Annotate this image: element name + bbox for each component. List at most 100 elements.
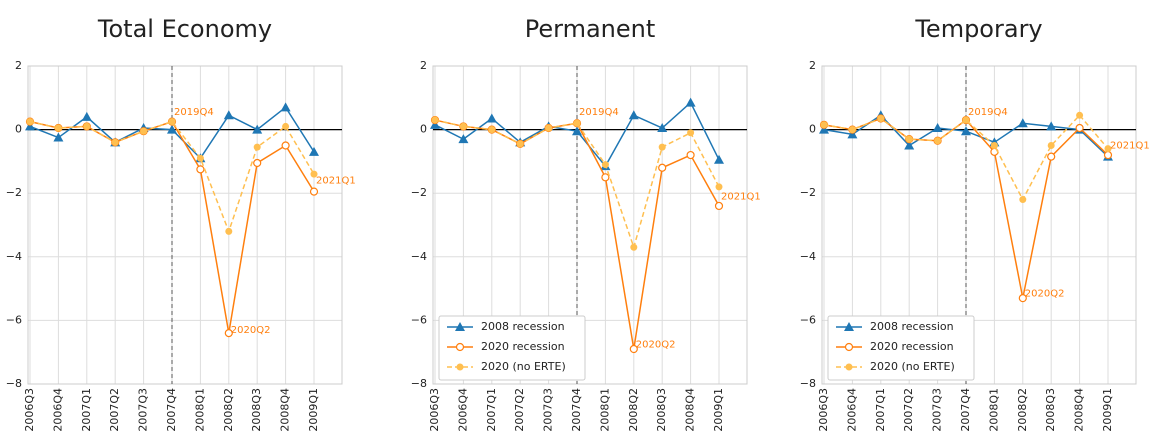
x-tick-label: 2007Q2 — [902, 388, 915, 432]
marker — [687, 129, 695, 137]
marker — [253, 158, 262, 168]
marker — [486, 113, 497, 123]
marker — [848, 126, 856, 134]
marker — [1017, 118, 1028, 128]
series-line — [29, 120, 315, 234]
x-tick-label: 2009Q1 — [307, 388, 320, 432]
x-tick-label: 2007Q4 — [959, 388, 972, 432]
marker — [845, 363, 853, 371]
legend-label: 2020 (no ERTE) — [481, 360, 566, 373]
plot-frame — [27, 65, 343, 385]
y-tick-label: −6 — [411, 313, 427, 326]
series-line — [434, 119, 720, 250]
legend-label: 2020 recession — [481, 340, 565, 353]
marker — [53, 132, 64, 142]
legend-box — [438, 315, 586, 381]
marker — [904, 140, 915, 150]
y-tick-label: 2 — [15, 59, 22, 72]
y-tick-label: −4 — [6, 250, 22, 263]
chart-title: Permanent — [525, 15, 656, 43]
legend-label: 2008 recession — [481, 320, 565, 333]
x-tick-label: 2007Q2 — [108, 388, 121, 432]
y-tick-label: −4 — [411, 250, 427, 263]
x-tick-label: 2008Q4 — [684, 388, 697, 432]
annotation: 2020Q2 — [636, 339, 676, 350]
marker — [714, 154, 724, 164]
y-tick-label: −2 — [411, 186, 427, 199]
x-tick-label: 2007Q3 — [542, 388, 555, 432]
marker — [601, 161, 609, 169]
marker — [1019, 196, 1027, 204]
annotation: 2021Q1 — [1110, 141, 1150, 152]
marker — [545, 124, 553, 132]
marker — [601, 173, 610, 182]
marker — [877, 114, 885, 122]
x-tick-label: 2008Q2 — [222, 388, 235, 432]
marker — [714, 201, 724, 211]
y-tick-label: 2 — [809, 59, 816, 72]
marker — [630, 243, 638, 251]
marker — [990, 142, 998, 149]
marker — [962, 116, 970, 124]
annotation: 2019Q4 — [968, 107, 1008, 118]
x-tick-label: 2007Q3 — [137, 388, 150, 432]
marker — [1076, 111, 1084, 119]
x-tick-label: 2008Q2 — [627, 388, 640, 432]
marker — [431, 116, 439, 124]
marker — [715, 183, 723, 191]
x-tick-label: 2008Q3 — [655, 388, 668, 432]
y-tick-label: 0 — [15, 123, 22, 136]
marker — [1018, 294, 1027, 303]
y-tick-label: −4 — [800, 250, 816, 263]
marker — [281, 141, 290, 150]
marker — [1103, 150, 1113, 160]
legend-label: 2020 (no ERTE) — [870, 360, 955, 373]
x-tick-label: 2008Q3 — [1044, 388, 1057, 432]
marker — [81, 111, 92, 121]
annotation: 2021Q1 — [721, 191, 761, 202]
marker — [54, 124, 62, 132]
marker — [932, 123, 943, 133]
x-tick-label: 2007Q1 — [485, 388, 498, 432]
y-tick-label: 0 — [809, 123, 816, 136]
legend-label: 2008 recession — [870, 320, 954, 333]
x-tick-label: 2009Q1 — [712, 388, 725, 432]
marker — [573, 119, 581, 127]
marker — [25, 121, 35, 131]
y-tick-label: −8 — [6, 377, 22, 390]
x-tick-label: 2008Q1 — [598, 388, 611, 432]
marker — [905, 135, 913, 143]
marker — [309, 146, 319, 156]
marker — [686, 150, 695, 160]
y-tick-label: −8 — [800, 377, 816, 390]
marker — [459, 122, 467, 130]
marker — [629, 344, 638, 354]
marker — [455, 342, 465, 352]
x-tick-label: 2009Q1 — [1101, 388, 1114, 432]
x-tick-label: 2006Q4 — [845, 388, 858, 432]
x-tick-label: 2008Q4 — [279, 388, 292, 432]
marker — [223, 110, 234, 120]
marker — [253, 143, 261, 151]
marker — [252, 124, 263, 134]
marker — [844, 342, 854, 352]
x-tick-label: 2006Q4 — [456, 388, 469, 432]
y-tick-label: −8 — [411, 377, 427, 390]
marker — [820, 121, 828, 129]
x-tick-label: 2007Q1 — [874, 388, 887, 432]
panel: Temporary 2006Q3 2006Q4 2007Q1 2007Q2 2007Q3 2… — [800, 15, 1150, 432]
marker — [168, 118, 176, 126]
x-tick-label: 2008Q1 — [987, 388, 1000, 432]
marker — [26, 118, 34, 126]
annotation: 2020Q2 — [231, 325, 271, 336]
y-tick-label: −6 — [800, 313, 816, 326]
marker — [516, 140, 524, 148]
y-tick-label: −6 — [6, 313, 22, 326]
x-tick-label: 2007Q4 — [165, 388, 178, 432]
marker — [488, 126, 496, 134]
panel: Total Economy 2006Q3 2006Q4 2007Q1 2007Q2 200… — [6, 15, 356, 432]
marker — [572, 126, 582, 136]
y-tick-label: −2 — [6, 186, 22, 199]
annotation: 2020Q2 — [1025, 288, 1065, 299]
chart-title: Temporary — [914, 15, 1042, 43]
